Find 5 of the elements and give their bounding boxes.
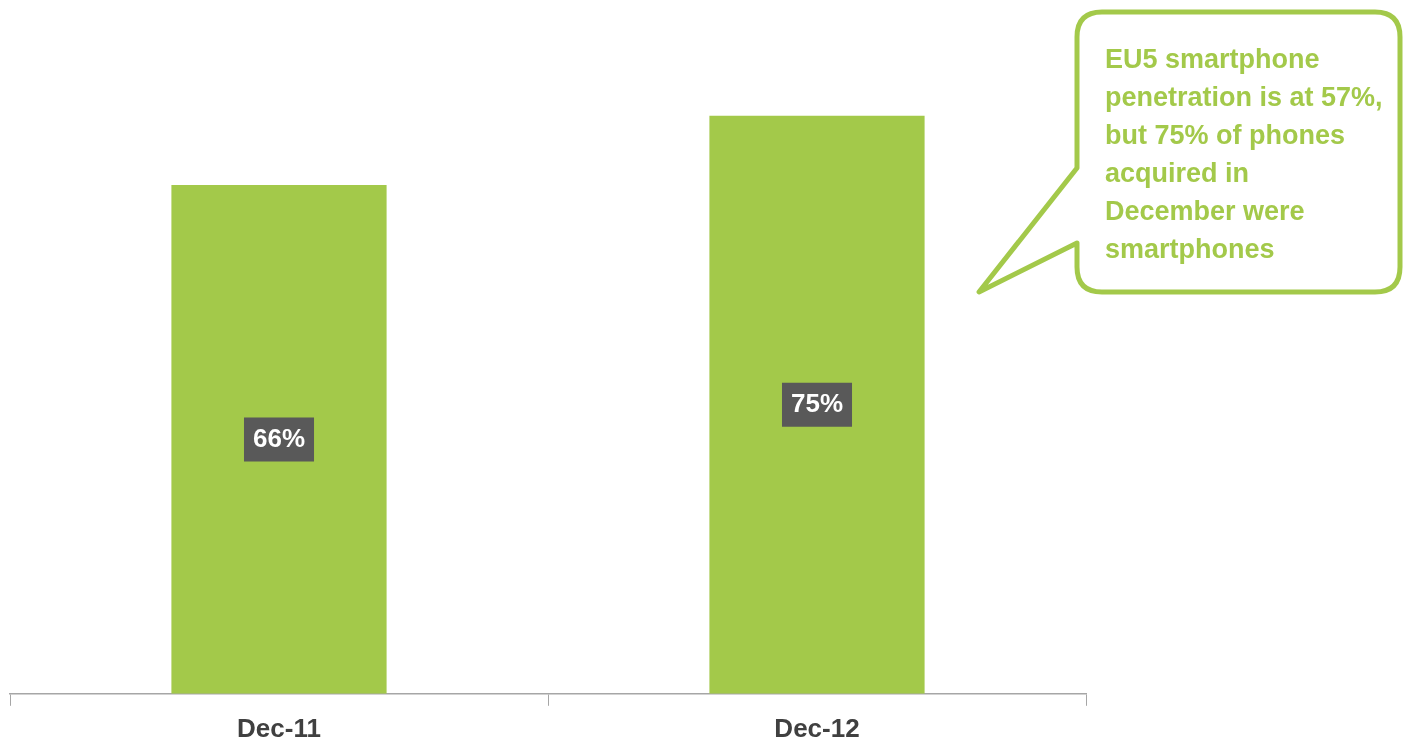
x-tick-label: Dec-11 <box>237 712 321 743</box>
x-tick-label: Dec-12 <box>774 712 860 743</box>
data-label: 66% <box>252 422 306 453</box>
text: EU5 smartphone penetration is at 57%, but 75% of phones acquired in December were smartphones <box>1105 43 1383 266</box>
data-label: 75% <box>790 387 844 418</box>
